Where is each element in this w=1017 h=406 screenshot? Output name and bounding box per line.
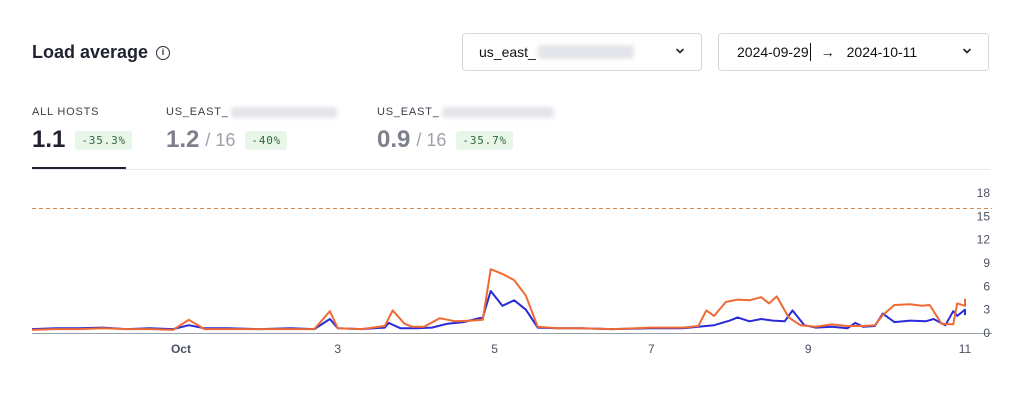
y-tick-label: 15 — [977, 209, 991, 223]
info-icon[interactable]: i — [156, 45, 171, 60]
hosts-select-value: us_east_ — [479, 44, 536, 60]
date-range-select[interactable]: 2024-09-29 → 2024-10-11 — [718, 33, 989, 71]
stat-tab-all-hosts[interactable]: ALL HOSTS 1.1 -35.3% — [32, 106, 132, 154]
stat-total: / 16 — [205, 129, 236, 150]
x-tick-label: 5 — [491, 342, 498, 356]
hosts-select[interactable]: us_east_ — [462, 33, 702, 71]
stat-total: / 16 — [416, 129, 447, 150]
y-tick-label: 9 — [983, 256, 990, 270]
chevron-down-icon — [963, 48, 971, 54]
stat-value: 1.2 — [166, 126, 200, 153]
y-tick-label: 12 — [977, 233, 991, 247]
stat-label: ALL HOSTS — [32, 106, 100, 118]
y-tick-label: 0 — [983, 326, 990, 340]
series-line-2 — [31, 268, 966, 331]
load-average-chart: 0 3 6 9 12 15 18 Oct 3 5 7 9 11 — [31, 186, 992, 356]
stat-tab-host-2[interactable]: US_EAST_ 0.9 / 16 -35.7% — [377, 106, 554, 154]
x-tick-label: 11 — [959, 342, 972, 356]
series-line-1 — [31, 290, 966, 331]
change-badge: -40% — [245, 130, 288, 150]
date-range-end: 2024-10-11 — [846, 44, 918, 60]
chart-title: Load average i — [32, 42, 171, 63]
y-tick-label: 3 — [983, 303, 990, 317]
change-badge: -35.7% — [456, 130, 513, 150]
arrow-right-icon: → — [820, 44, 835, 60]
y-tick-label: 18 — [977, 186, 991, 200]
x-tick-label: Oct — [171, 342, 191, 356]
redacted-host-name — [537, 45, 634, 59]
chart-title-text: Load average — [32, 42, 149, 62]
x-tick-label: 3 — [334, 342, 341, 356]
text-cursor — [809, 43, 811, 61]
stat-label: US_EAST_ — [377, 106, 440, 118]
redacted-host-name — [441, 106, 554, 118]
stat-tab-host-1[interactable]: US_EAST_ 1.2 / 16 -40% — [166, 106, 337, 154]
stat-value: 1.1 — [32, 126, 66, 153]
chevron-down-icon — [676, 48, 684, 54]
stat-value: 0.9 — [377, 126, 411, 153]
redacted-host-name — [230, 106, 337, 118]
x-tick-label: 9 — [805, 342, 812, 356]
x-tick-label: 7 — [648, 342, 655, 356]
active-tab-indicator — [32, 167, 126, 169]
change-badge: -35.3% — [75, 130, 132, 150]
date-range-start: 2024-09-29 — [737, 44, 809, 60]
stat-label: US_EAST_ — [166, 106, 229, 118]
y-tick-label: 6 — [983, 279, 990, 293]
divider — [32, 169, 990, 170]
